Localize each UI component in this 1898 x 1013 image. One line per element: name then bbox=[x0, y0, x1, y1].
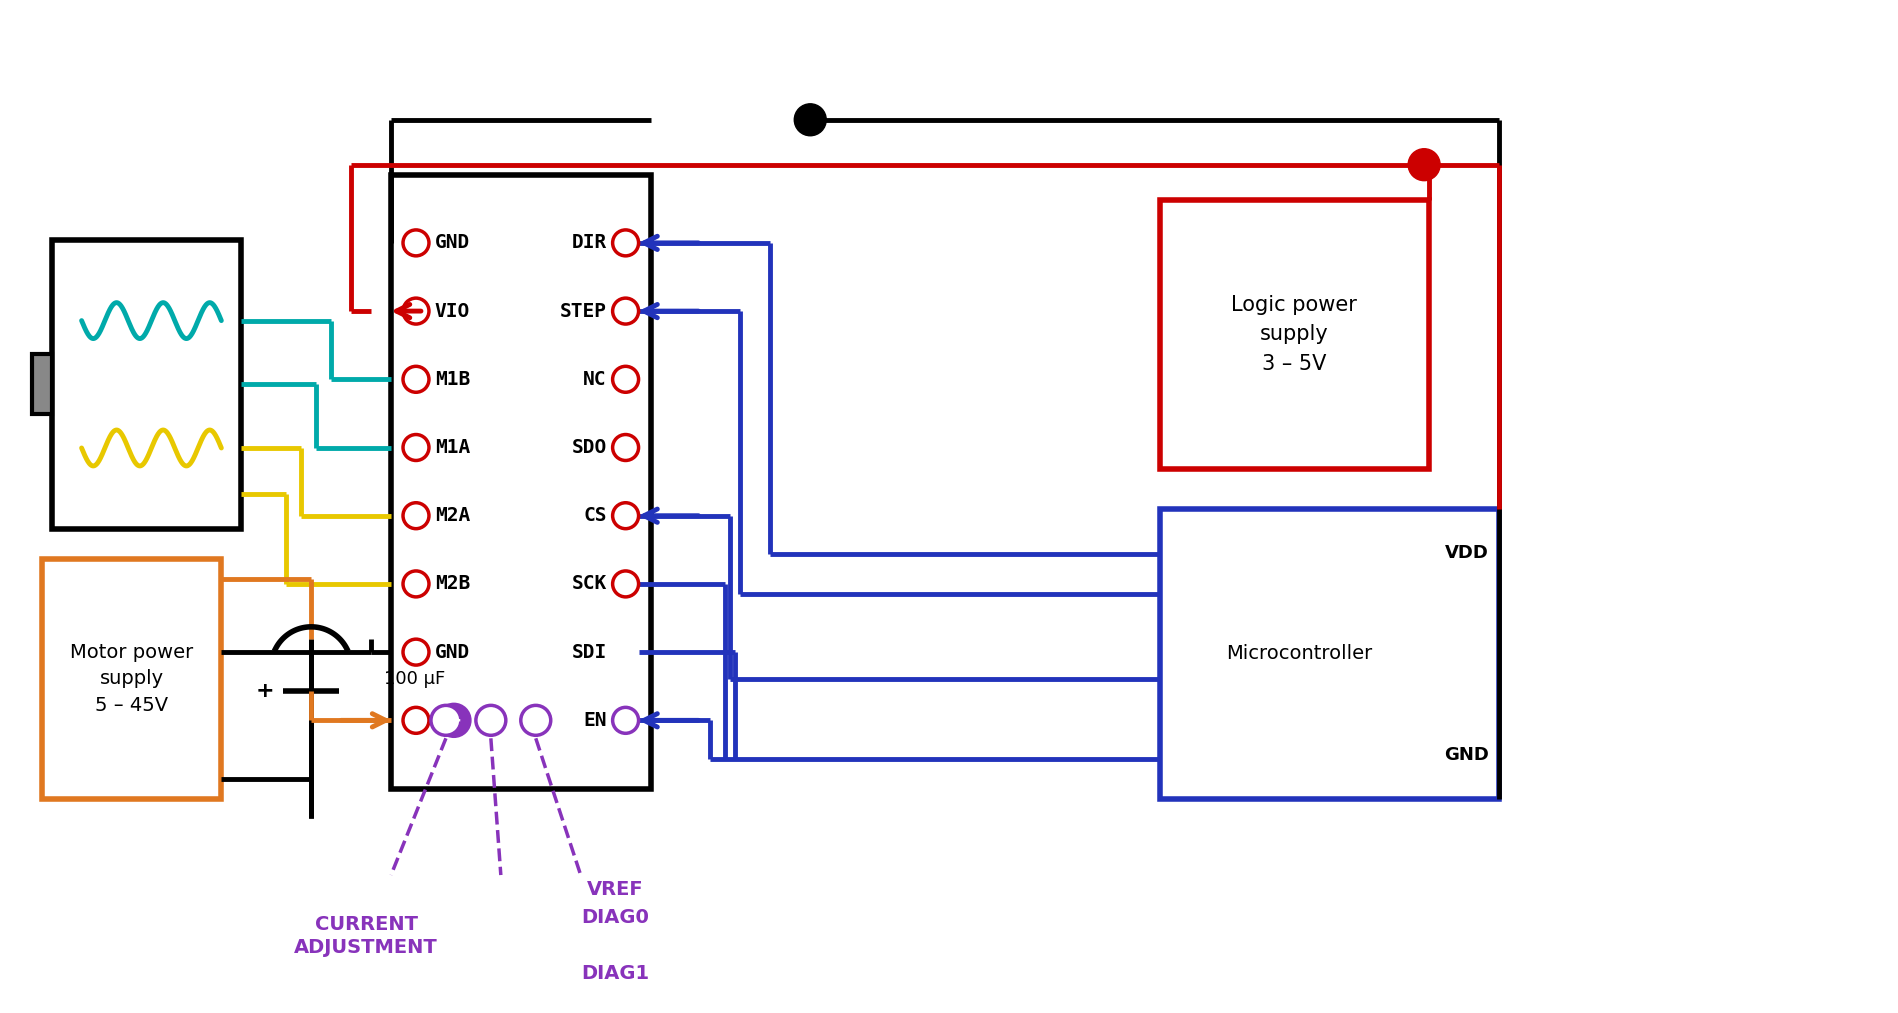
Circle shape bbox=[613, 367, 638, 392]
Text: NC: NC bbox=[583, 370, 607, 389]
Text: SDI: SDI bbox=[571, 642, 607, 661]
Circle shape bbox=[476, 705, 507, 735]
Circle shape bbox=[613, 571, 638, 597]
Text: GND: GND bbox=[435, 642, 471, 661]
Text: Logic power
supply
3 – 5V: Logic power supply 3 – 5V bbox=[1232, 295, 1357, 374]
Text: M2B: M2B bbox=[435, 574, 471, 594]
Circle shape bbox=[402, 367, 429, 392]
Text: −: − bbox=[446, 710, 463, 730]
Circle shape bbox=[1408, 149, 1441, 180]
Circle shape bbox=[613, 502, 638, 529]
Text: Microcontroller: Microcontroller bbox=[1226, 644, 1372, 664]
Bar bbox=[1160, 510, 1499, 798]
Circle shape bbox=[402, 571, 429, 597]
Text: GND: GND bbox=[1444, 746, 1490, 764]
Circle shape bbox=[402, 639, 429, 666]
Text: M2A: M2A bbox=[435, 506, 471, 525]
Text: VREF
DIAG0

DIAG1: VREF DIAG0 DIAG1 bbox=[581, 880, 649, 983]
Text: Motor power
supply
5 – 45V: Motor power supply 5 – 45V bbox=[70, 642, 194, 715]
Circle shape bbox=[431, 705, 461, 735]
Text: SCK: SCK bbox=[571, 574, 607, 594]
Text: M1A: M1A bbox=[435, 438, 471, 457]
Text: SDO: SDO bbox=[571, 438, 607, 457]
Text: STEP: STEP bbox=[560, 302, 607, 320]
Bar bbox=[1160, 200, 1429, 469]
Text: 100 μF: 100 μF bbox=[383, 670, 446, 688]
Circle shape bbox=[402, 230, 429, 256]
Text: GND: GND bbox=[435, 233, 471, 252]
Text: VM: VM bbox=[435, 711, 459, 729]
Text: EN: EN bbox=[583, 711, 607, 729]
Text: +: + bbox=[256, 681, 275, 701]
Circle shape bbox=[613, 298, 638, 324]
Circle shape bbox=[402, 435, 429, 461]
Circle shape bbox=[793, 103, 826, 136]
Text: VDD: VDD bbox=[1444, 544, 1490, 562]
Text: VIO: VIO bbox=[435, 302, 471, 320]
Bar bbox=[32, 355, 51, 414]
Bar bbox=[42, 559, 222, 798]
Text: DIR: DIR bbox=[571, 233, 607, 252]
Text: CURRENT
ADJUSTMENT: CURRENT ADJUSTMENT bbox=[294, 915, 438, 957]
Circle shape bbox=[520, 705, 550, 735]
Text: CS: CS bbox=[583, 506, 607, 525]
Bar bbox=[51, 239, 241, 529]
Circle shape bbox=[402, 502, 429, 529]
Circle shape bbox=[613, 707, 638, 733]
Circle shape bbox=[613, 230, 638, 256]
Circle shape bbox=[402, 298, 429, 324]
Circle shape bbox=[402, 707, 429, 733]
Text: M1B: M1B bbox=[435, 370, 471, 389]
Circle shape bbox=[613, 435, 638, 461]
Circle shape bbox=[438, 704, 471, 736]
Bar bbox=[391, 174, 651, 788]
